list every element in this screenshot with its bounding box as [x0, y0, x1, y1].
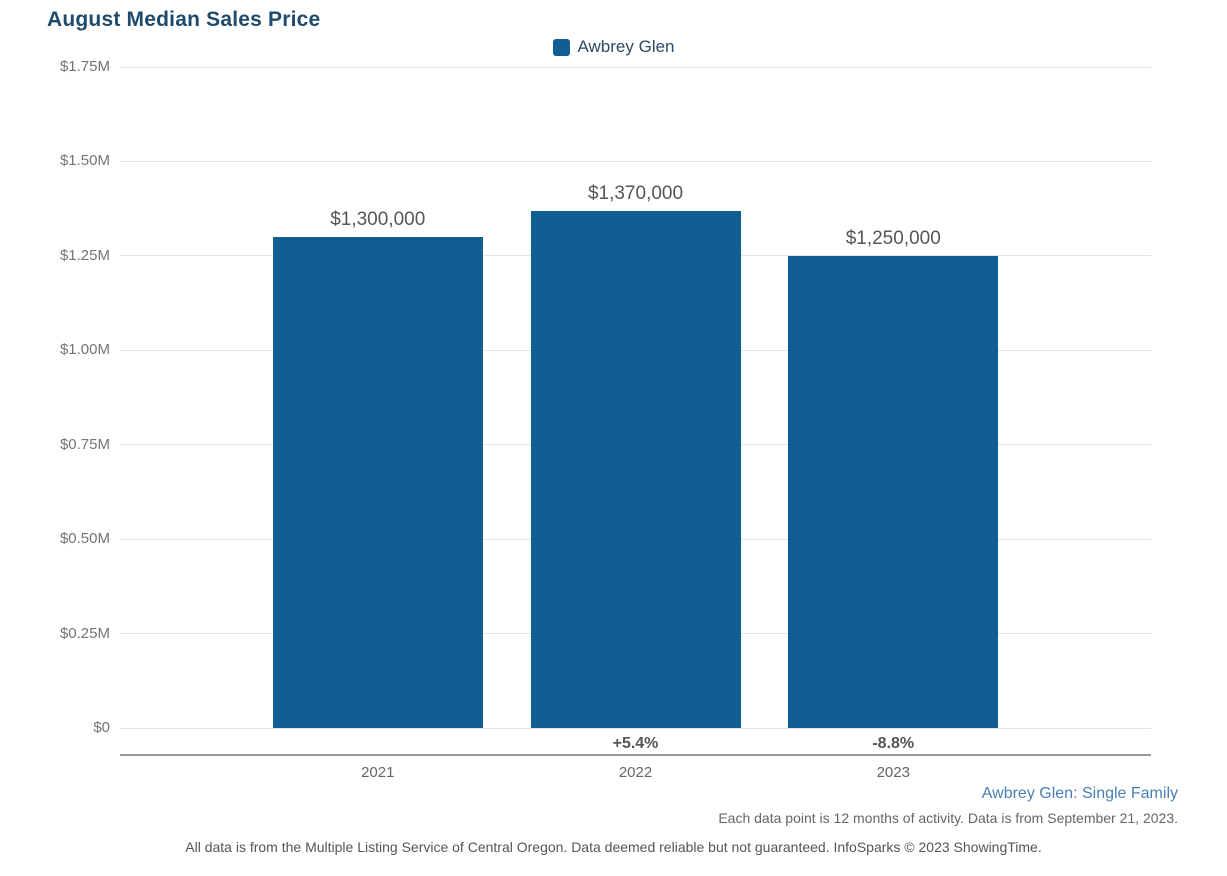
pct-change-label: +5.4%: [612, 735, 659, 752]
bar-2023[interactable]: [788, 255, 999, 728]
y-axis-tick-label: $1.75M: [59, 58, 110, 75]
y-axis-tick-label: $1.50M: [59, 152, 110, 170]
pct-change-label: -8.8%: [872, 735, 915, 752]
x-axis-tick-label: 2023: [876, 764, 910, 781]
bar-value-label: $1,370,000: [587, 182, 684, 204]
bar-value-label: $1,250,000: [845, 227, 941, 249]
bar-2021[interactable]: [272, 236, 483, 728]
legend-label: Awbrey Glen: [577, 37, 675, 56]
y-axis-tick-label: $0.75M: [59, 435, 110, 453]
footer-disclaimer: All data is from the Multiple Listing Se…: [185, 839, 1042, 855]
bar-2022[interactable]: [530, 210, 741, 728]
y-axis-tick-label: $0.50M: [59, 530, 110, 548]
series-note: Awbrey Glen: Single Family: [981, 785, 1178, 802]
gridline: [120, 160, 1151, 162]
gridline: [120, 727, 1151, 729]
x-axis-tick-label: 2022: [618, 764, 653, 781]
bar-value-label: $1,300,000: [330, 208, 426, 230]
x-axis-line: [120, 754, 1151, 756]
legend: Awbrey Glen: [552, 37, 675, 57]
gridline: [120, 66, 1151, 68]
y-axis-tick-label: $1.25M: [59, 246, 110, 264]
x-axis-tick-label: 2021: [361, 764, 395, 781]
legend-swatch-icon: [552, 38, 570, 56]
data-note: Each data point is 12 months of activity…: [718, 810, 1178, 826]
y-axis-tick-label: $0: [93, 719, 110, 736]
y-axis-tick-label: $0.25M: [59, 624, 110, 642]
chart-title: August Median Sales Price: [47, 8, 321, 31]
plot-area: $1,300,000 $1,370,000 $1,250,000: [120, 66, 1151, 729]
y-axis-tick-label: $1.00M: [59, 341, 110, 359]
